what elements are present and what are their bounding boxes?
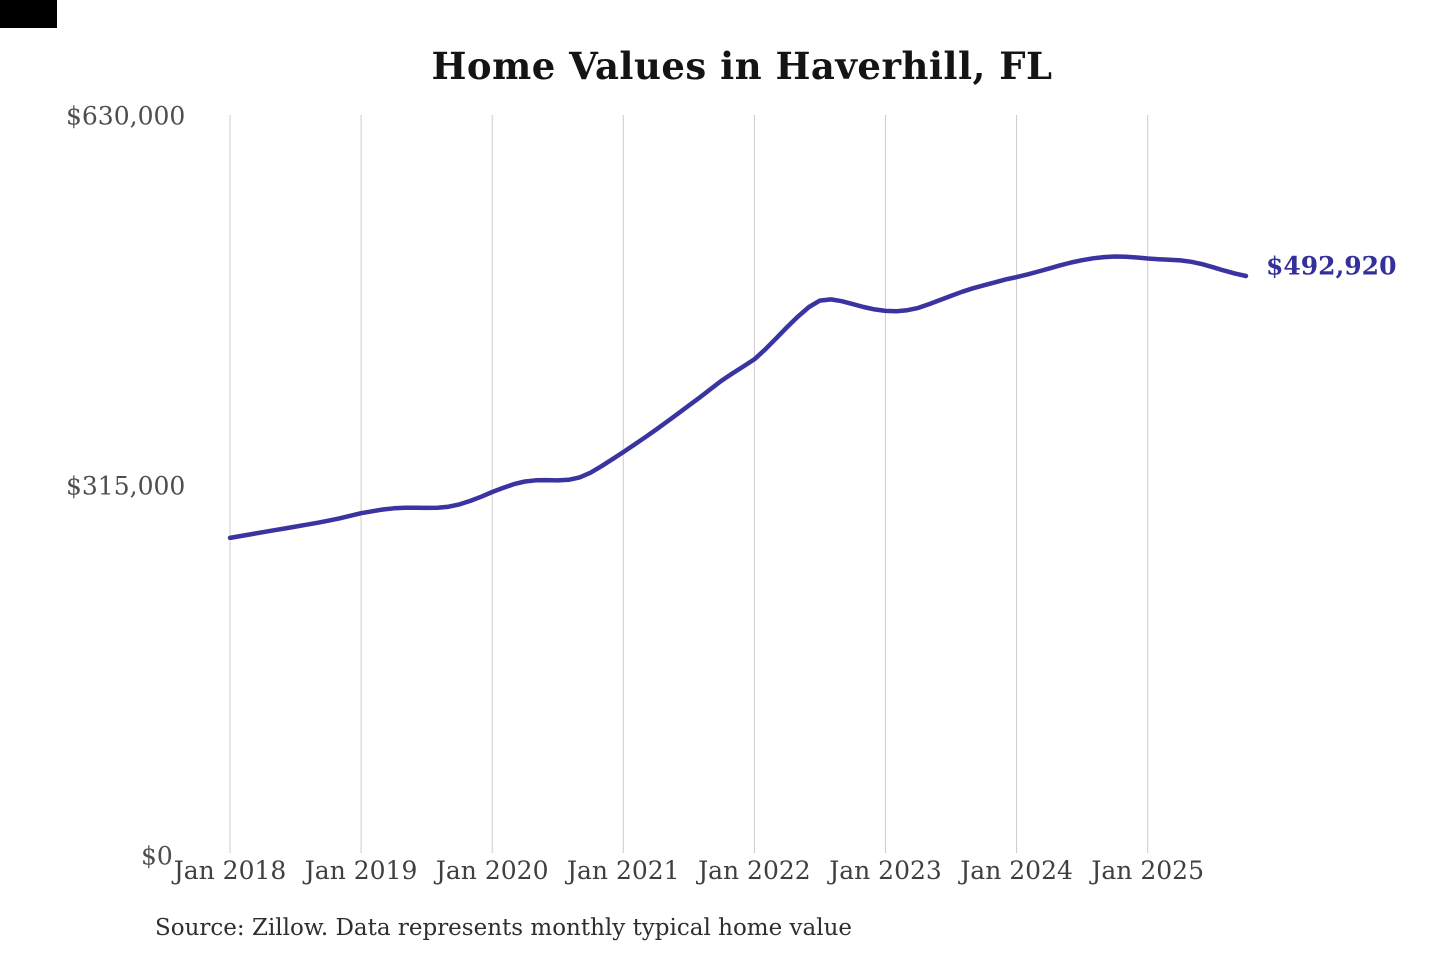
corner-artifact <box>0 0 57 28</box>
x-tick-label: Jan 2025 <box>1091 856 1204 885</box>
x-tick-label: Jan 2021 <box>566 856 680 885</box>
y-tick-label: $630,000 <box>66 101 186 131</box>
vertical-gridlines <box>229 115 1149 853</box>
latest-value-label: $492,920 <box>1266 251 1397 281</box>
y-tick-label: $0 <box>141 841 173 871</box>
y-tick-label: $315,000 <box>66 471 186 501</box>
x-tick-label: Jan 2024 <box>960 856 1073 885</box>
home-value-line <box>227 254 1249 541</box>
source-note: Source: Zillow. Data represents monthly … <box>155 915 853 941</box>
x-tick-label: Jan 2019 <box>304 856 418 885</box>
chart-title: Home Values in Haverhill, FL <box>431 44 1053 88</box>
x-tick-label: Jan 2022 <box>698 856 811 885</box>
x-tick-label: Jan 2023 <box>829 856 942 885</box>
x-tick-label: Jan 2020 <box>435 856 549 885</box>
x-tick-label: Jan 2018 <box>173 856 287 885</box>
